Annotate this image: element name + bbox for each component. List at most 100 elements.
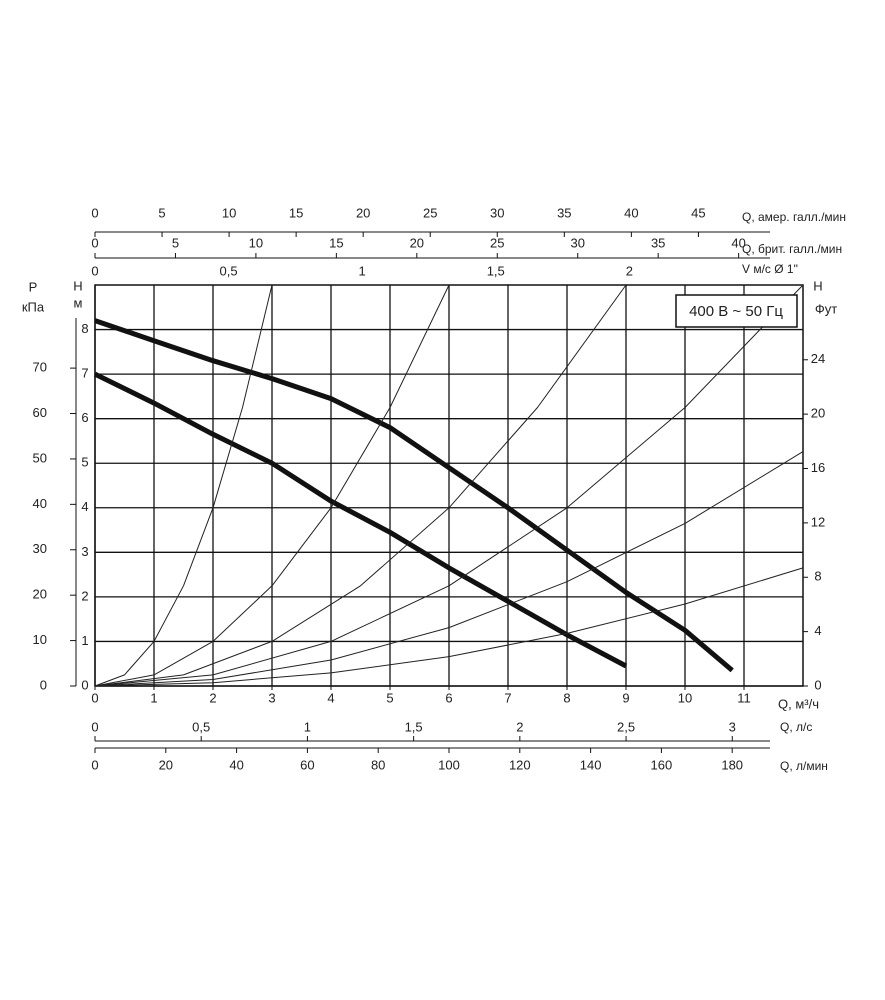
axis-tick-label: 1,5: [405, 719, 423, 734]
axis-tick-label: 1: [304, 719, 311, 734]
axis-tick-label: 24: [811, 351, 825, 366]
y-tick-label: 8: [81, 321, 88, 336]
axis-tick-label: 2: [516, 719, 523, 734]
axis-tick-label: 5: [158, 205, 165, 220]
axis-tick-label: 60: [300, 757, 314, 772]
axis-tick-label: 25: [490, 235, 504, 250]
y-tick-label: 4: [81, 499, 88, 514]
axis-tick-label: 40: [33, 496, 47, 511]
axis-tick-label: 1: [359, 263, 366, 278]
y-axis-label: H: [73, 278, 82, 293]
axis-tick-label: 1,5: [487, 263, 505, 278]
axis-tick-label: 40: [229, 757, 243, 772]
y-tick-label: 3: [81, 544, 88, 559]
axis-tick-label: 0,5: [192, 719, 210, 734]
axis-tick-label: 160: [651, 757, 673, 772]
axis-tick-label: 5: [172, 235, 179, 250]
axis-tick-label: 25: [423, 205, 437, 220]
axis-tick-label: 0: [91, 205, 98, 220]
axis-label: V м/с Ø 1": [742, 262, 798, 276]
axis-tick-label: 40: [731, 235, 745, 250]
axis-tick-label: 35: [651, 235, 665, 250]
x-tick-label: 8: [563, 690, 570, 705]
axis-tick-label: 120: [509, 757, 531, 772]
x-tick-label: 6: [445, 690, 452, 705]
axis-tick-label: 20: [33, 587, 47, 602]
curve: [94, 318, 734, 673]
axis-tick-label: 45: [691, 205, 705, 220]
axis-tick-label: 15: [329, 235, 343, 250]
curve: [94, 284, 804, 687]
axis-label: Q, амер. галл./мин: [742, 210, 846, 224]
axis-tick-label: 10: [249, 235, 263, 250]
axis-tick-label: 0: [91, 235, 98, 250]
axis-tick-label: 20: [356, 205, 370, 220]
axis-tick-label: 60: [33, 405, 47, 420]
axis-label: Q, л/мин: [780, 759, 828, 773]
axis-tick-label: 20: [159, 757, 173, 772]
axis-tick-label: 10: [33, 632, 47, 647]
x-tick-label: 3: [268, 690, 275, 705]
x-tick-label: 10: [678, 690, 692, 705]
axis-tick-label: 0: [40, 677, 47, 692]
right-axis-label: H: [813, 278, 822, 293]
y-tick-label: 2: [81, 588, 88, 603]
x-tick-label: 11: [737, 690, 751, 705]
axis-tick-label: 140: [580, 757, 602, 772]
axis-label: Q, л/с: [780, 720, 812, 734]
axis-tick-label: 2,5: [617, 719, 635, 734]
axis-tick-label: 12: [811, 514, 825, 529]
axis-tick-label: 35: [557, 205, 571, 220]
axis-tick-label: 50: [33, 450, 47, 465]
axis-tick-label: 0: [91, 263, 98, 278]
curve: [94, 451, 804, 687]
axis-tick-label: 0: [91, 719, 98, 734]
annotation-box: [675, 294, 798, 328]
axis-tick-label: 180: [721, 757, 743, 772]
axis-tick-label: 3: [729, 719, 736, 734]
axis-tick-label: 16: [811, 460, 825, 475]
axis-tick-label: 30: [570, 235, 584, 250]
y-tick-label: 1: [81, 633, 88, 648]
left-axis-label: P: [29, 279, 38, 294]
x-tick-label: 1: [150, 690, 157, 705]
axis-tick-label: 80: [371, 757, 385, 772]
axis-tick-label: 20: [410, 235, 424, 250]
x-axis-label: Q, м³/ч: [778, 696, 819, 711]
x-tick-label: 5: [386, 690, 393, 705]
x-tick-label: 4: [327, 690, 334, 705]
axis-tick-label: 15: [289, 205, 303, 220]
curve: [94, 284, 273, 687]
curve: [94, 567, 804, 687]
axis-tick-label: 0: [91, 757, 98, 772]
axis-tick-label: 2: [626, 263, 633, 278]
y-tick-label: 5: [81, 455, 88, 470]
x-tick-label: 2: [209, 690, 216, 705]
y-tick-label: 0: [81, 677, 88, 692]
axis-tick-label: 0: [814, 677, 821, 692]
y-tick-label: 7: [81, 366, 88, 381]
axis-tick-label: 70: [33, 360, 47, 375]
axis-tick-label: 0,5: [220, 263, 238, 278]
curve: [94, 284, 627, 687]
axis-tick-label: 30: [33, 541, 47, 556]
x-tick-label: 0: [91, 690, 98, 705]
x-tick-label: 7: [504, 690, 511, 705]
axis-tick-label: 4: [814, 623, 821, 638]
right-axis-unit: Фут: [815, 301, 837, 316]
left-axis-unit: кПа: [22, 299, 45, 314]
axis-tick-label: 10: [222, 205, 236, 220]
curve: [94, 284, 450, 687]
axis-tick-label: 40: [624, 205, 638, 220]
axis-tick-label: 8: [814, 569, 821, 584]
axis-tick-label: 20: [811, 406, 825, 421]
y-tick-label: 6: [81, 410, 88, 425]
curve: [93, 371, 628, 669]
x-tick-label: 9: [622, 690, 629, 705]
annotation: 400 В ~ 50 Гц: [689, 303, 783, 320]
y-axis-unit: м: [74, 295, 83, 310]
axis-tick-label: 30: [490, 205, 504, 220]
axis-tick-label: 100: [438, 757, 460, 772]
axis-label: Q, брит. галл./мин: [742, 242, 842, 256]
